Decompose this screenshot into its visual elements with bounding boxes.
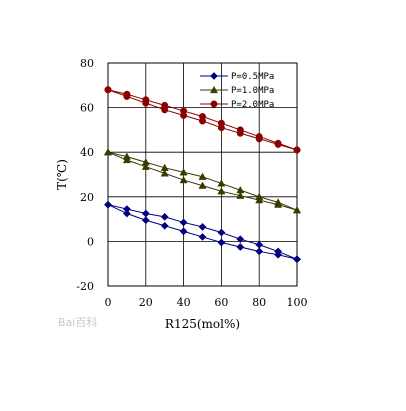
- legend-label: P=2.0MPa: [231, 100, 274, 110]
- series-line-lower: [107, 151, 298, 211]
- series-2: [104, 86, 301, 154]
- data-point: [198, 181, 207, 189]
- data-point: [236, 235, 245, 244]
- x-tick-label: 80: [252, 296, 266, 309]
- data-point: [141, 216, 150, 225]
- data-point: [142, 99, 150, 107]
- y-tick-label: 20: [80, 191, 94, 204]
- data-point: [141, 209, 150, 218]
- data-point: [255, 247, 264, 256]
- data-point: [160, 221, 169, 230]
- data-point: [274, 250, 283, 259]
- series-0: [104, 200, 301, 264]
- legend-entry: P=2.0MPa: [200, 100, 274, 110]
- data-point: [292, 206, 302, 214]
- y-tick-label: -20: [76, 280, 94, 293]
- x-tick-label: 60: [214, 296, 228, 309]
- legend-label: P=1.0MPa: [231, 86, 274, 96]
- plot-frame: [107, 62, 298, 287]
- data-point: [103, 148, 113, 156]
- x-tick-label: 40: [177, 296, 191, 309]
- data-point: [217, 187, 226, 195]
- legend-entry: P=1.0MPa: [200, 85, 274, 96]
- data-point: [104, 200, 112, 209]
- x-tick-label: 0: [105, 296, 112, 309]
- series-line-lower: [107, 204, 298, 260]
- data-point: [293, 255, 301, 264]
- data-point: [210, 100, 218, 108]
- data-point: [161, 106, 169, 114]
- data-point: [255, 240, 264, 249]
- series-line-upper: [107, 204, 298, 260]
- data-point: [274, 140, 282, 148]
- data-point: [160, 212, 169, 221]
- data-point: [123, 92, 131, 100]
- y-ticks: -20 0 20 40 60 80: [76, 57, 94, 293]
- data-point: [217, 179, 226, 187]
- data-point: [209, 85, 219, 94]
- x-axis-label: R125(mol%): [165, 317, 240, 331]
- y-tick-label: 0: [87, 235, 94, 248]
- data-point: [217, 238, 226, 247]
- data-point: [217, 228, 226, 237]
- x-tick-label: 20: [139, 296, 153, 309]
- y-tick-label: 40: [80, 146, 94, 159]
- x-tick-label: 100: [287, 296, 308, 309]
- data-point: [255, 135, 263, 143]
- data-point: [179, 218, 188, 227]
- data-point: [198, 232, 207, 241]
- data-point: [255, 196, 264, 204]
- data-point: [160, 169, 169, 177]
- legend-label: P=0.5MPa: [231, 72, 274, 82]
- data-point: [236, 243, 245, 251]
- watermark: Bai百科: [58, 315, 97, 329]
- data-point: [104, 86, 112, 94]
- data-point: [198, 222, 207, 231]
- data-point: [199, 117, 206, 125]
- y-tick-label: 80: [80, 57, 94, 70]
- legend: P=0.5MPa P=1.0MPa P=2.0MPa: [200, 72, 274, 110]
- data-point: [236, 191, 245, 199]
- data-point: [179, 168, 188, 176]
- y-axis-label: T(℃): [55, 159, 69, 190]
- data-point: [122, 155, 131, 164]
- data-point: [141, 162, 150, 170]
- data-point: [198, 172, 207, 180]
- data-point: [274, 200, 283, 208]
- series-1: [103, 148, 302, 214]
- data-point: [179, 175, 188, 184]
- data-point: [236, 129, 244, 137]
- data-point: [217, 124, 225, 132]
- data-point: [210, 72, 218, 80]
- data-point: [122, 209, 131, 218]
- series-group: [103, 86, 302, 264]
- series-line-upper: [107, 151, 298, 211]
- data-point: [293, 146, 301, 154]
- x-ticks: 0 20 40 60 80 100: [105, 296, 308, 309]
- y-tick-label: 60: [80, 102, 94, 115]
- data-point: [179, 227, 188, 236]
- data-point: [180, 111, 188, 119]
- legend-entry: P=0.5MPa: [200, 72, 274, 82]
